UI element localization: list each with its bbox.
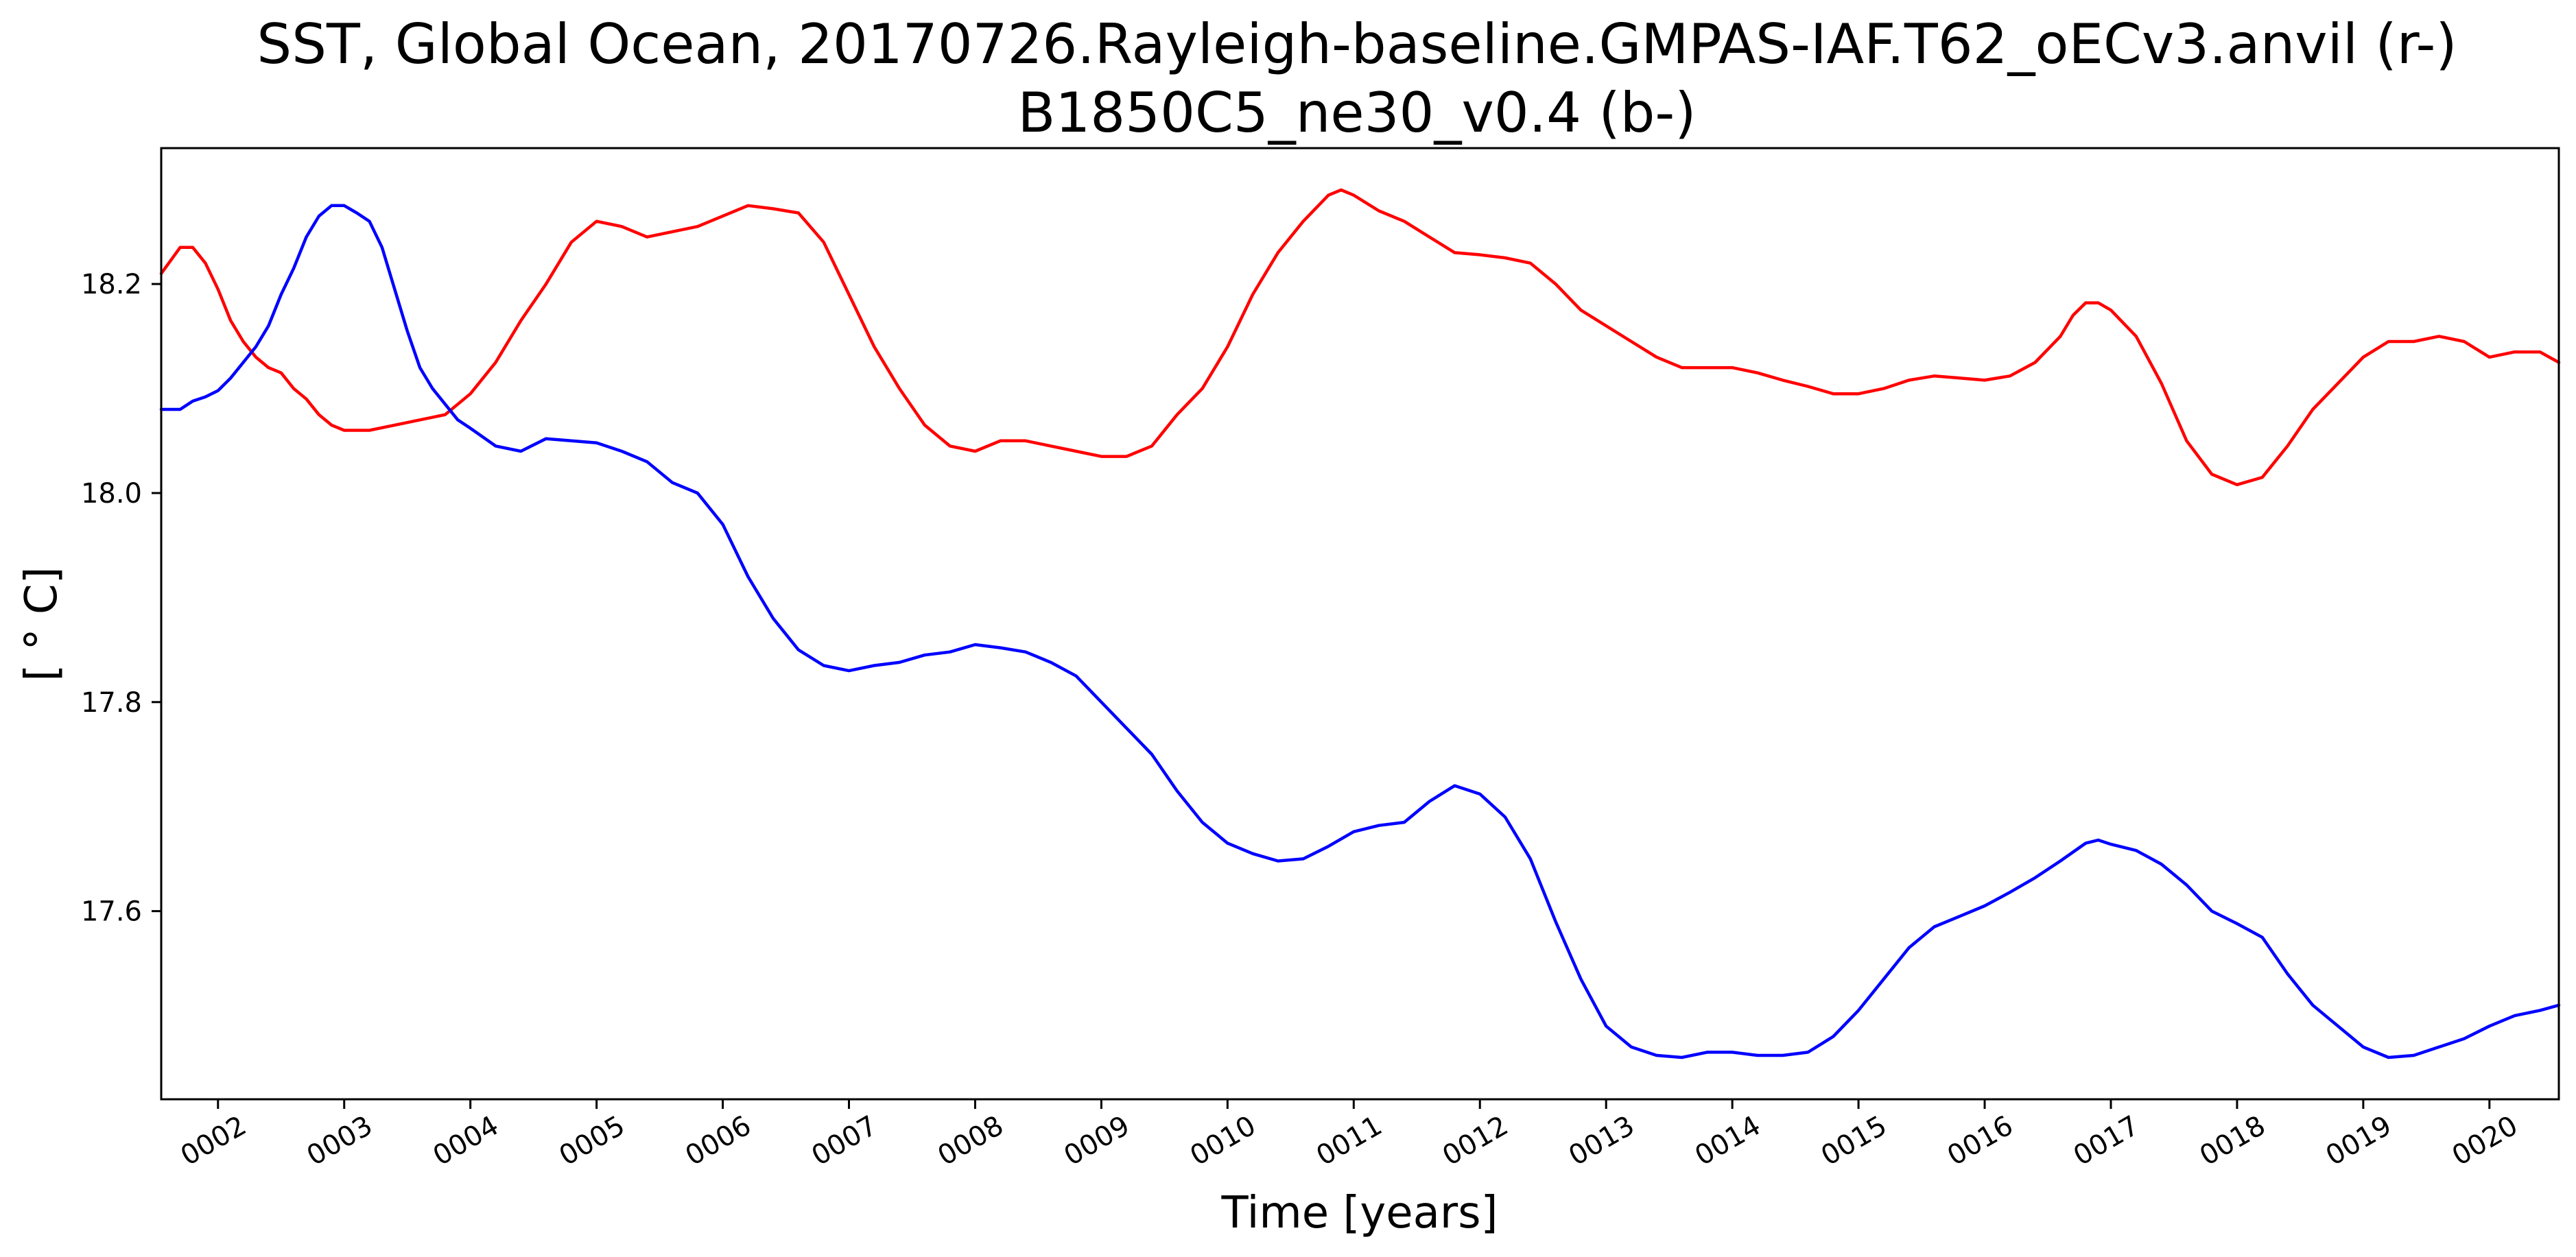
- x-tick-label: 0014: [1690, 1110, 1766, 1172]
- x-tick-label: 0018: [2195, 1110, 2271, 1172]
- x-tick-label: 0011: [1311, 1110, 1387, 1172]
- x-tick-label: 0017: [2068, 1110, 2144, 1172]
- series-line-red: [159, 188, 2561, 487]
- y-tick-label: 17.6: [81, 896, 142, 928]
- x-tick-label: 0004: [428, 1110, 504, 1172]
- plot-frame: [160, 147, 2560, 1101]
- y-tick-label: 18.2: [81, 269, 142, 300]
- x-tick-label: 0019: [2321, 1110, 2397, 1172]
- y-tick-label: 17.8: [81, 687, 142, 719]
- x-tick-label: 0020: [2447, 1110, 2523, 1172]
- x-tick-label: 0003: [302, 1110, 378, 1172]
- y-axis-label: [ ° C]: [16, 566, 67, 681]
- y-tick-label: 18.0: [81, 478, 142, 510]
- x-tick-label: 0006: [680, 1110, 756, 1172]
- chart-title-line1: SST, Global Ocean, 20170726.Rayleigh-bas…: [257, 12, 2457, 76]
- x-tick-label: 0015: [1816, 1110, 1892, 1172]
- x-tick-label: 0002: [176, 1110, 252, 1172]
- x-axis-ticks: 0002 0003 0004 0005 0006 0007 0008 0009 0010 0011…: [176, 1099, 2523, 1172]
- x-tick-label: 0013: [1563, 1110, 1640, 1172]
- chart-title-line2: B1850C5_ne30_v0.4 (b-): [1017, 81, 1696, 145]
- x-tick-label: 0007: [806, 1110, 882, 1172]
- x-tick-label: 0012: [1437, 1110, 1513, 1172]
- y-axis-ticks: 17.6 17.8 18.0 18.2: [81, 269, 161, 928]
- x-tick-label: 0008: [932, 1110, 1008, 1172]
- series-layer: [159, 188, 2561, 1060]
- series-line-blue: [159, 204, 2561, 1060]
- x-axis-label: Time [years]: [1220, 1188, 1498, 1238]
- x-tick-label: 0016: [1942, 1110, 2018, 1172]
- x-tick-label: 0005: [554, 1110, 630, 1172]
- x-tick-label: 0009: [1059, 1110, 1135, 1172]
- x-tick-label: 0010: [1185, 1110, 1261, 1172]
